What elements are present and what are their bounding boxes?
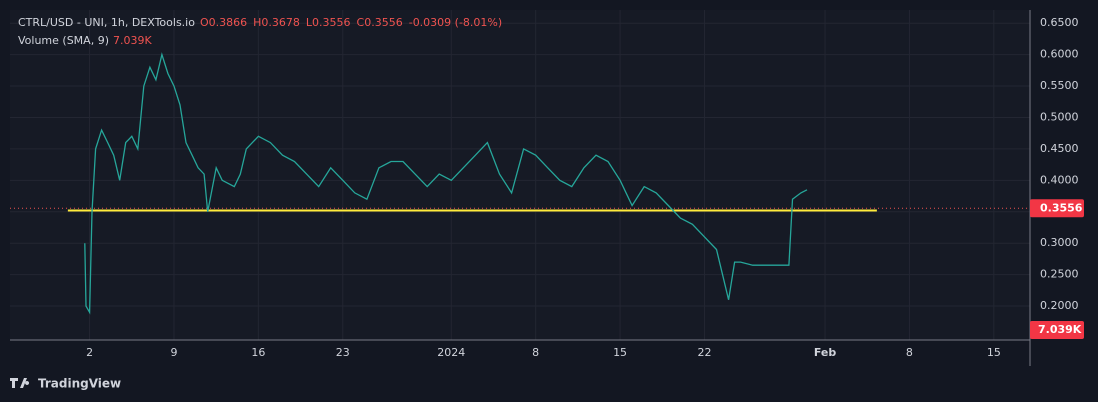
y-tick-label: 0.5000 — [1040, 110, 1079, 123]
x-tick-label: 9 — [170, 346, 177, 359]
chart-title: CTRL/USD - UNI, 1h, DEXTools.io — [18, 16, 195, 29]
volume-title: Volume (SMA, 9) — [18, 34, 109, 47]
y-tick-label: 0.4000 — [1040, 173, 1079, 186]
last-price-box — [1030, 199, 1084, 218]
plot-area — [10, 10, 1030, 340]
x-tick-label: 2 — [86, 346, 93, 359]
volume-value: 7.039K — [113, 34, 152, 47]
y-tick-label: 0.3000 — [1040, 236, 1079, 249]
brand: TradingView — [38, 377, 121, 391]
volume-box — [1030, 321, 1084, 339]
legend-ohlc: H0.3678 — [253, 16, 300, 29]
y-tick-label: 0.6000 — [1040, 48, 1079, 61]
y-tick-label: 0.5500 — [1040, 79, 1079, 92]
legend-ohlc: -0.0309 (-8.01%) — [409, 16, 502, 29]
x-tick-label: 8 — [532, 346, 539, 359]
last-price-label: 0.3556 — [1040, 201, 1083, 214]
legend-ohlc: L0.3556 — [306, 16, 351, 29]
x-tick-label: 23 — [336, 346, 350, 359]
x-tick-label: Feb — [814, 346, 837, 359]
x-tick-label: 15 — [987, 346, 1001, 359]
volume-axis-label: 7.039K — [1038, 323, 1082, 336]
y-tick-label: 0.6500 — [1040, 16, 1079, 29]
y-tick-label: 0.4500 — [1040, 142, 1079, 155]
legend-ohlc: C0.3556 — [357, 16, 403, 29]
brand-logo — [10, 378, 30, 388]
y-tick-label: 0.2500 — [1040, 268, 1079, 281]
x-tick-label: 15 — [613, 346, 627, 359]
x-tick-label: 16 — [251, 346, 265, 359]
x-tick-label: 22 — [697, 346, 711, 359]
price-line — [84, 52, 808, 315]
legend-ohlc: O0.3866 — [200, 16, 247, 29]
x-tick-label: 8 — [906, 346, 913, 359]
y-tick-label: 0.2000 — [1040, 299, 1079, 312]
x-tick-label: 2024 — [437, 346, 465, 359]
